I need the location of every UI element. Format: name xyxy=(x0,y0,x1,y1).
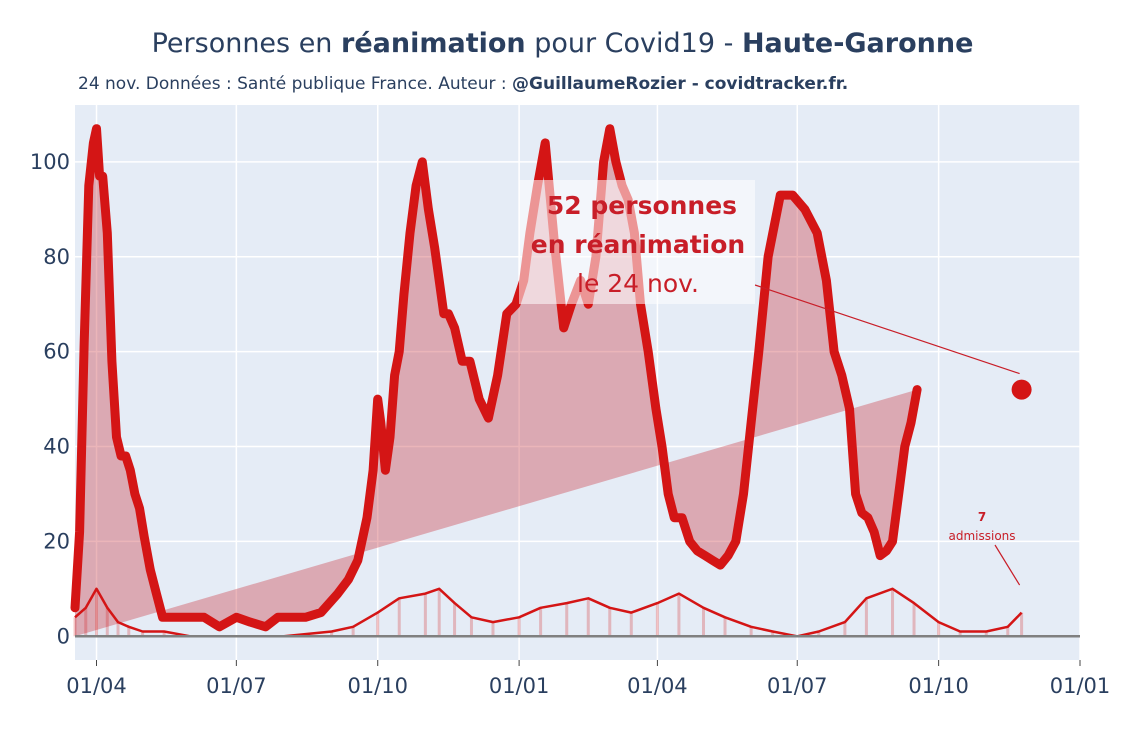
icu-area-fill xyxy=(75,128,918,637)
x-tick-label: 01/10 xyxy=(908,674,969,698)
last-point-marker xyxy=(1011,379,1032,400)
x-tick-label: 01/04 xyxy=(627,674,688,698)
x-tick-label: 01/01 xyxy=(1050,674,1111,698)
y-tick-label: 100 xyxy=(30,150,70,174)
chart-title: Personnes en réanimation pour Covid19 - … xyxy=(151,28,974,59)
y-tick-label: 0 xyxy=(57,624,70,648)
annotation-layer: 52 personnes en réanimation le 24 nov. 7… xyxy=(519,180,1032,586)
small-annotation-arrow xyxy=(994,544,1021,586)
x-tick-label: 01/10 xyxy=(347,674,408,698)
main-annotation-line1: 52 personnes xyxy=(547,191,737,220)
chart-subtitle: 24 nov. Données : Santé publique France.… xyxy=(78,74,849,94)
y-tick-label: 40 xyxy=(43,435,70,459)
main-annotation-arrow xyxy=(754,284,1020,375)
axis-layer: 0 20 40 60 80 100 01/04 01/07 01/10 01/01 01/04 01/… xyxy=(30,150,1110,698)
x-tick-label: 01/07 xyxy=(767,674,828,698)
y-tick-label: 60 xyxy=(43,340,70,364)
icu-line xyxy=(70,124,922,632)
x-tick-label: 01/04 xyxy=(66,674,127,698)
main-annotation-line2: en réanimation xyxy=(531,230,745,259)
main-annotation-line3: le 24 nov. xyxy=(577,269,699,298)
admissions-line xyxy=(74,587,1023,638)
main-annotation-box xyxy=(519,180,755,304)
y-tick-label: 20 xyxy=(43,529,70,553)
x-tick-label: 01/07 xyxy=(206,674,267,698)
small-annotation-label: admissions xyxy=(948,529,1015,543)
small-annotation-value: 7 xyxy=(978,510,986,524)
y-tick-label: 80 xyxy=(43,245,70,269)
series-layer xyxy=(70,124,1024,638)
x-tick-label: 01/01 xyxy=(489,674,550,698)
